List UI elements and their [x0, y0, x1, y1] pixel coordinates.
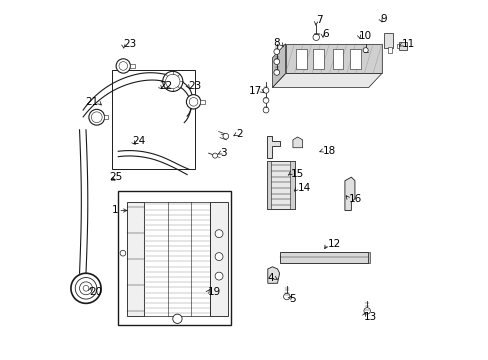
Text: 23: 23	[123, 40, 136, 49]
Polygon shape	[344, 177, 354, 211]
Bar	[398, 42, 406, 50]
Bar	[396, 44, 399, 48]
Circle shape	[273, 49, 279, 54]
Polygon shape	[285, 44, 381, 73]
Text: 6: 6	[322, 29, 328, 39]
Bar	[144, 202, 210, 316]
Circle shape	[165, 74, 180, 89]
Circle shape	[89, 109, 104, 125]
Bar	[104, 116, 108, 119]
Bar	[387, 47, 391, 53]
Circle shape	[163, 71, 183, 91]
Circle shape	[215, 253, 223, 261]
Text: 7: 7	[316, 15, 322, 26]
Bar	[129, 64, 135, 68]
Text: 14: 14	[297, 183, 310, 193]
Circle shape	[212, 153, 217, 158]
Circle shape	[189, 98, 198, 106]
Bar	[383, 33, 392, 48]
Circle shape	[363, 308, 369, 314]
Circle shape	[223, 134, 228, 139]
Circle shape	[263, 87, 268, 93]
Bar	[112, 69, 195, 169]
Text: 20: 20	[89, 287, 102, 297]
Text: 4: 4	[267, 273, 273, 283]
Polygon shape	[272, 73, 381, 87]
Text: 12: 12	[327, 239, 340, 249]
Circle shape	[263, 107, 268, 113]
Text: 23: 23	[187, 81, 201, 91]
Bar	[295, 49, 306, 69]
Bar	[332, 49, 343, 69]
Text: 15: 15	[290, 168, 303, 179]
Text: 8: 8	[273, 38, 280, 48]
Text: 24: 24	[132, 136, 145, 146]
Polygon shape	[292, 137, 302, 148]
Text: 18: 18	[322, 145, 335, 156]
Text: 9: 9	[380, 14, 386, 24]
Text: 19: 19	[207, 287, 221, 297]
Text: 22: 22	[159, 81, 172, 91]
Circle shape	[312, 34, 319, 41]
Bar	[127, 202, 144, 316]
Bar	[290, 161, 294, 210]
Circle shape	[363, 48, 367, 53]
Circle shape	[75, 278, 97, 299]
Circle shape	[273, 59, 279, 64]
Text: 3: 3	[220, 148, 226, 158]
Circle shape	[80, 282, 92, 295]
Circle shape	[71, 273, 101, 303]
Circle shape	[83, 285, 89, 291]
Text: 17: 17	[248, 86, 261, 96]
Circle shape	[172, 314, 182, 323]
Circle shape	[116, 59, 130, 73]
Circle shape	[263, 98, 268, 103]
Text: 1: 1	[111, 206, 118, 216]
Circle shape	[186, 95, 201, 109]
Polygon shape	[267, 267, 279, 283]
Bar	[200, 100, 204, 104]
Bar	[312, 49, 323, 69]
Text: 5: 5	[289, 294, 295, 304]
Text: 16: 16	[348, 194, 361, 204]
Polygon shape	[272, 44, 285, 87]
Text: 25: 25	[109, 172, 122, 182]
Bar	[118, 191, 231, 325]
Circle shape	[283, 293, 289, 300]
Polygon shape	[266, 136, 279, 158]
Circle shape	[273, 69, 279, 75]
Circle shape	[215, 272, 223, 280]
Text: 13: 13	[363, 312, 376, 322]
Circle shape	[215, 230, 223, 238]
Circle shape	[91, 112, 102, 123]
Circle shape	[120, 250, 125, 256]
Bar	[349, 49, 360, 69]
Bar	[210, 202, 227, 316]
Text: 2: 2	[236, 129, 243, 139]
Text: 21: 21	[85, 97, 98, 107]
Bar	[279, 252, 367, 263]
Text: 10: 10	[359, 31, 372, 41]
Bar	[266, 161, 270, 210]
Circle shape	[119, 62, 127, 70]
Text: 11: 11	[402, 40, 415, 49]
Bar	[367, 252, 369, 263]
Bar	[266, 161, 294, 210]
